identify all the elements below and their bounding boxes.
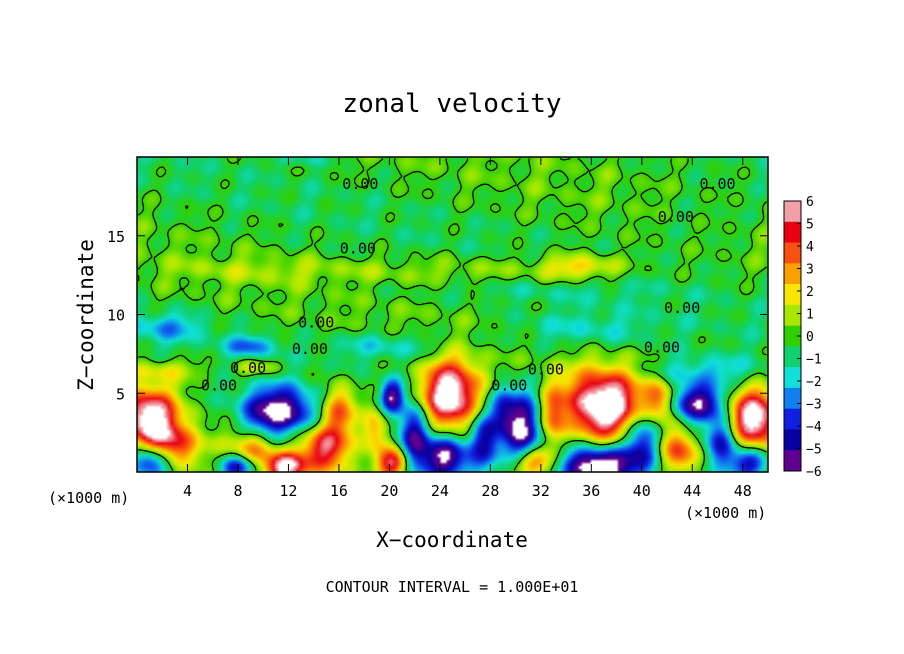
x-tick-label: 8	[233, 482, 242, 500]
x-tick-label: 4	[183, 482, 192, 500]
colorbar-tick-label: 2	[806, 285, 814, 300]
contour-label: 0.00	[664, 299, 700, 317]
x-tick-label: 20	[380, 482, 398, 500]
contour-label: 0.00	[230, 359, 266, 377]
colorbar-swatch	[784, 429, 801, 451]
contour-label: 0.00	[342, 175, 378, 193]
y-axis-ticks: 5 10 15	[107, 228, 768, 403]
x-unit-label-left: (×1000 m)	[48, 489, 129, 507]
contour-labels: 0.00 0.000.000.000.000.000.00 0.000.00 0.00…	[201, 175, 736, 395]
colorbar-swatch	[784, 408, 801, 430]
colorbar-tick-label: −1	[806, 353, 822, 368]
x-tick-label: 12	[279, 482, 297, 500]
colorbar-tick-label: −5	[806, 443, 822, 458]
contour-label: 0.00	[658, 208, 694, 226]
x-axis-label: X−coordinate	[376, 528, 528, 552]
y-tick-label: 10	[107, 307, 125, 325]
x-axis-ticks: 4 8 12 16 20 24 28 32 36 40 44 48	[183, 157, 752, 500]
contour-label: 0.00	[292, 340, 328, 358]
colorbar-swatch	[784, 367, 801, 389]
x-tick-label: 16	[330, 482, 348, 500]
colorbar-swatch	[784, 201, 801, 223]
colorbar-tick-label: −2	[806, 375, 822, 390]
colorbar: 6 5 4 3 2 1 0 −1 −2 −3 −4 −5 −6	[783, 195, 822, 480]
contour-label: 0.00	[201, 376, 237, 394]
contour-label: 0.00	[528, 361, 564, 379]
contour-label: 0.00	[298, 313, 334, 331]
colorbar-tick-label: −6	[806, 465, 822, 480]
x-tick-label: 32	[532, 482, 550, 500]
colorbar-swatch	[784, 325, 801, 347]
x-tick-label: 36	[582, 482, 600, 500]
colorbar-swatch	[784, 387, 801, 410]
colorbar-tick-label: −4	[806, 420, 822, 435]
contour-label: 0.00	[644, 339, 680, 357]
contour-lines	[137, 157, 767, 471]
contour-interval-note: CONTOUR INTERVAL = 1.000E+01	[326, 578, 579, 596]
colorbar-tick-label: 1	[806, 308, 814, 323]
colorbar-tick-label: 3	[806, 263, 814, 278]
x-tick-label: 48	[734, 482, 752, 500]
x-tick-label: 28	[481, 482, 499, 500]
x-tick-label: 44	[683, 482, 701, 500]
colorbar-swatch	[784, 284, 801, 306]
colorbar-tick-label: 4	[806, 240, 814, 255]
y-axis-label: Z−coordinate	[74, 239, 98, 391]
colorbar-swatch	[784, 221, 801, 244]
colorbar-swatch	[784, 450, 801, 472]
x-tick-label: 24	[431, 482, 449, 500]
y-tick-label: 5	[116, 385, 125, 403]
zero-contour	[137, 157, 767, 471]
contour-label: 0.00	[491, 376, 527, 394]
contour-label: 0.00	[699, 175, 735, 193]
colorbar-tick-label: −3	[806, 398, 822, 413]
chart-title: zonal velocity	[342, 89, 561, 119]
y-tick-label: 15	[107, 228, 125, 246]
colorbar-swatch	[784, 263, 801, 285]
colorbar-tick-label: 5	[806, 218, 814, 233]
x-tick-label: 40	[633, 482, 651, 500]
x-unit-label-right: (×1000 m)	[685, 504, 766, 522]
colorbar-tick-label: 6	[806, 195, 814, 210]
colorbar-swatch	[784, 242, 801, 264]
colorbar-tick-label: 0	[806, 330, 814, 345]
colorbar-swatch	[784, 304, 801, 327]
contour-label: 0.00	[340, 239, 376, 257]
colorbar-swatch	[784, 346, 801, 368]
plot-area: 0.00 0.000.000.000.000.000.00 0.000.00 0.00…	[107, 156, 769, 500]
